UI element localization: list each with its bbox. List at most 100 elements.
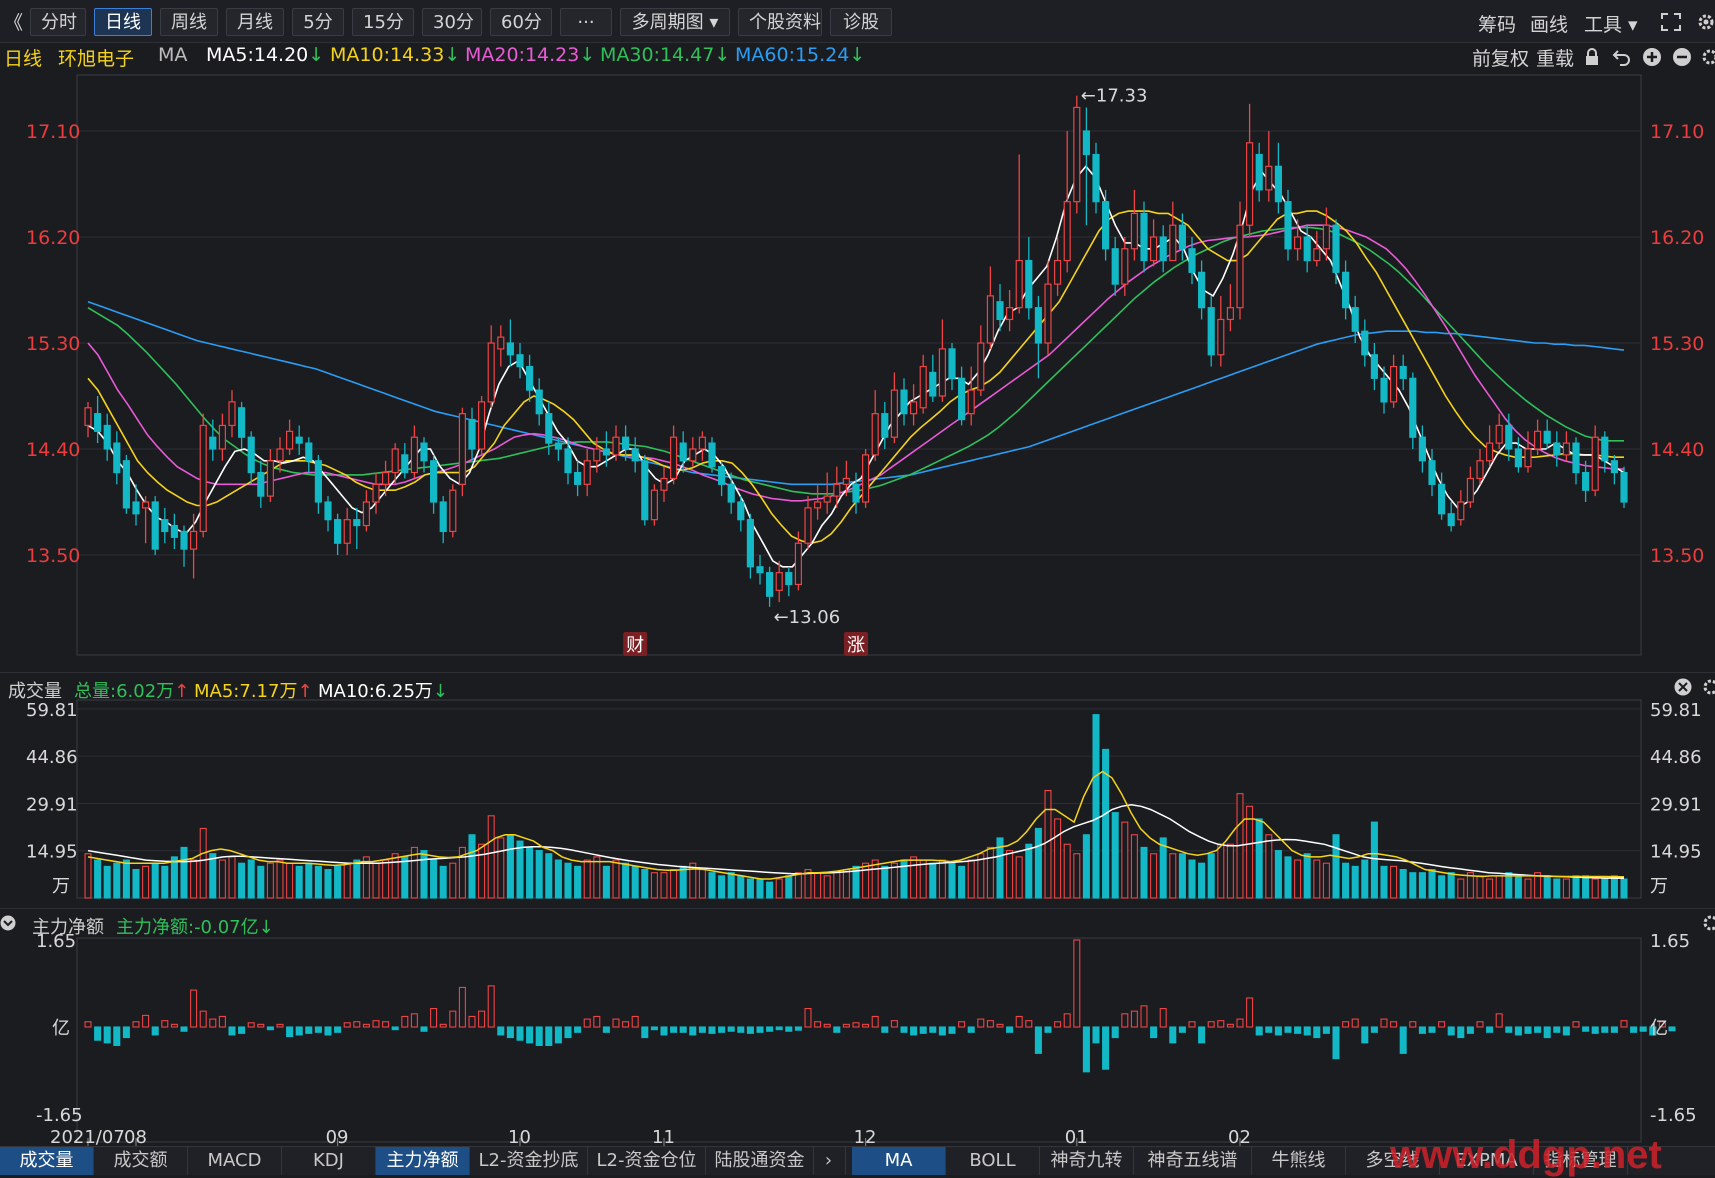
main-net-bar-in (1188, 1021, 1196, 1028)
candle-up (266, 460, 274, 497)
lock-icon[interactable] (1584, 47, 1600, 67)
adjust-mode-button[interactable]: 前复权 (1472, 48, 1530, 70)
candle-down (718, 466, 726, 485)
period-button-2[interactable]: 周线 (160, 8, 218, 36)
tools-menu-button[interactable]: 工具 ▾ (1584, 14, 1638, 36)
overlay-tab-2[interactable]: 神奇九转 (1040, 1147, 1134, 1175)
main-net-bar-out (1562, 1026, 1570, 1036)
overlay-tab-1[interactable]: BOLL (946, 1147, 1040, 1175)
candle-down (564, 448, 572, 474)
volume-bar-down (324, 868, 332, 899)
panel-settings-icon[interactable] (1702, 678, 1715, 696)
zoom-in-icon[interactable] (1642, 47, 1662, 67)
indicator-tab-2[interactable]: MACD (188, 1147, 282, 1175)
settings-gear-icon[interactable] (1700, 47, 1715, 67)
main-net-bar-in (1351, 1018, 1359, 1028)
overlay-tab-0[interactable]: MA (852, 1147, 946, 1175)
overlay-tab-6[interactable]: EXPMA (1440, 1147, 1534, 1175)
volume-bar-down (1409, 872, 1417, 899)
volume-bar-up (1015, 856, 1023, 899)
candle-down (1428, 460, 1436, 485)
period-button-7[interactable]: 60分 (490, 8, 552, 36)
main-net-title[interactable]: 主力净额 (32, 917, 104, 938)
main-net-bar-in (1236, 1018, 1244, 1028)
zoom-out-icon[interactable] (1672, 47, 1692, 67)
tabs-scroll-arrow[interactable]: › (812, 1147, 846, 1175)
overlay-tab-5[interactable]: 多空线 (1346, 1147, 1440, 1175)
drawing-button[interactable]: 画线 (1530, 14, 1569, 36)
overlay-tab-4[interactable]: 牛熊线 (1252, 1147, 1346, 1175)
panel-settings-icon[interactable] (1702, 914, 1715, 932)
indicator-tab-3[interactable]: KDJ (282, 1147, 376, 1175)
candle-down (535, 389, 543, 415)
period-button-4[interactable]: 5分 (292, 8, 344, 36)
candle-down (881, 413, 889, 438)
collapse-icon[interactable]: 《 (4, 12, 24, 34)
main-net-bar-in (814, 1021, 822, 1028)
volume-bar-up (410, 846, 418, 899)
candle-down (94, 413, 102, 432)
main-net-bar-out (122, 1026, 130, 1039)
indicator-tab-5[interactable]: L2-资金抄底 (470, 1147, 588, 1175)
indicator-tab-0[interactable]: 成交量 (0, 1147, 94, 1175)
overlay-tab-3[interactable]: 神奇五线谱 (1134, 1147, 1252, 1175)
volume-bar-down (1111, 812, 1119, 899)
main-net-bar-out (1178, 1026, 1186, 1033)
volume-bar-up (1226, 843, 1234, 899)
period-button-8[interactable]: ··· (560, 8, 612, 36)
volume-bar-up (1054, 818, 1062, 899)
chip-distribution-button[interactable]: 筹码 (1478, 14, 1517, 36)
candlestick-chart[interactable]: 13.50 13.50 14.40 14.40 15.30 15.30 16.20 16.20… (0, 0, 1715, 1146)
period-button-3[interactable]: 月线 (226, 8, 284, 36)
main-net-bar-in (862, 1023, 870, 1028)
volume-bar-up (842, 868, 850, 899)
fullscreen-icon[interactable] (1660, 12, 1682, 32)
stock-name[interactable]: 环旭电子 (58, 48, 135, 70)
volume-bar-up (1073, 853, 1081, 899)
event-marker: 涨 (847, 635, 865, 656)
candle-up (1063, 201, 1071, 262)
indicator-tab-4[interactable]: 主力净额 (376, 1147, 470, 1175)
collapse-panel-icon[interactable] (0, 915, 16, 931)
main-net-bar-out (679, 1026, 687, 1033)
main-net-bar-in (1572, 1021, 1580, 1028)
main-net-bar-in (190, 989, 198, 1028)
close-panel-icon[interactable] (1674, 678, 1692, 696)
volume-title[interactable]: 成交量 (8, 681, 62, 702)
candle-down (1102, 201, 1110, 250)
gear-icon[interactable] (1696, 11, 1715, 33)
candles (84, 95, 1628, 607)
indicator-tab-1[interactable]: 成交额 (94, 1147, 188, 1175)
indicator-tab-6[interactable]: L2-资金仓位 (588, 1147, 706, 1175)
period-button-5[interactable]: 15分 (352, 8, 414, 36)
candle-up (1236, 224, 1244, 309)
candle-up (382, 471, 390, 485)
volume-bar-down (1034, 827, 1042, 899)
reload-button[interactable]: 重载 (1536, 48, 1575, 70)
period-button-10[interactable]: 个股资料 (738, 8, 822, 36)
main-net-bar-in (468, 1015, 476, 1028)
indicator-tab-7[interactable]: 陆股通资金 (706, 1147, 814, 1175)
candle-down (180, 530, 188, 550)
volume-bar-down (1610, 875, 1618, 899)
overlay-tab-7[interactable]: 指标管理 (1534, 1147, 1628, 1175)
volume-bar-down (1418, 872, 1426, 899)
period-button-11[interactable]: 诊股 (830, 8, 892, 36)
volume-bar-down (1428, 868, 1436, 899)
period-button-9[interactable]: 多周期图 ▾ (620, 8, 730, 36)
period-button-6[interactable]: 30分 (422, 8, 482, 36)
undo-icon[interactable] (1612, 47, 1632, 67)
volume-bar-up (1390, 865, 1398, 899)
candle-down (1582, 471, 1590, 491)
period-button-1[interactable]: 日线 (94, 8, 152, 36)
candle-down (324, 501, 332, 521)
candle-up (698, 436, 706, 450)
main-net-bar-in (449, 1010, 457, 1028)
volume-bar-down (1284, 856, 1292, 899)
period-button-0[interactable]: 分时 (30, 8, 86, 36)
volume-bar-up (862, 862, 870, 899)
indicator-name[interactable]: MA (158, 44, 188, 66)
candle-down (506, 342, 514, 356)
main-net-bar-out (506, 1026, 514, 1039)
candle-down (631, 448, 639, 462)
